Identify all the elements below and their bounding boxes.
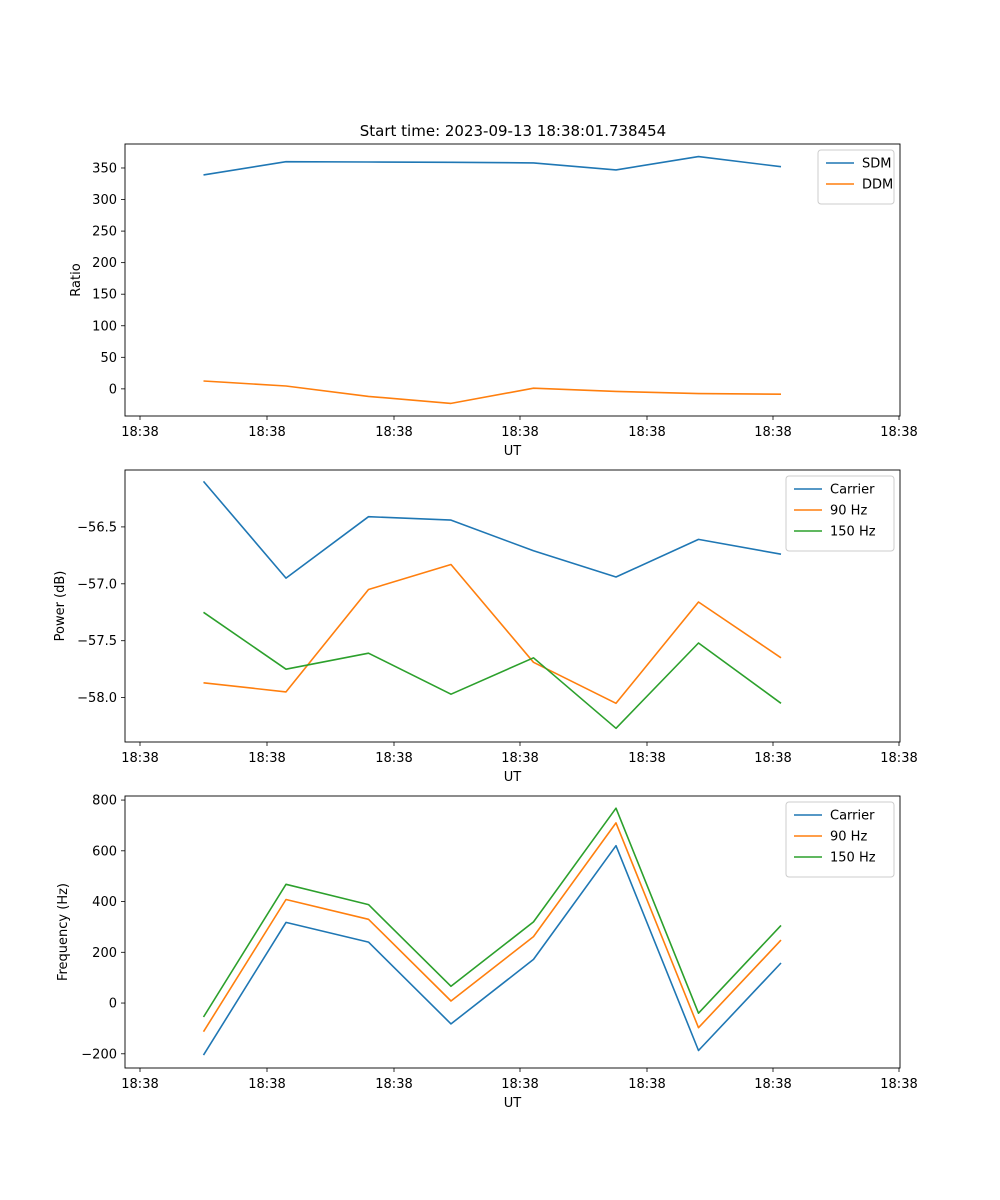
x-axis-label: UT <box>504 770 522 785</box>
x-tick-label: 18:38 <box>880 751 917 766</box>
x-tick-label: 18:38 <box>501 751 538 766</box>
series-line-90-hz <box>202 822 782 1033</box>
series-line-ddm <box>203 380 782 405</box>
series-line-sdm <box>203 155 782 176</box>
x-tick-label: 18:38 <box>754 425 791 440</box>
y-axis-label: Power (dB) <box>53 571 68 642</box>
x-tick-label: 18:38 <box>628 1077 665 1092</box>
x-tick-label: 18:38 <box>501 1077 538 1092</box>
y-tick-label: −57.0 <box>77 577 117 592</box>
x-tick-label: 18:38 <box>880 1077 917 1092</box>
y-tick-label: 400 <box>92 895 117 910</box>
figure-title: Start time: 2023-09-13 18:38:01.738454 <box>360 122 666 140</box>
legend-box <box>785 801 895 878</box>
y-tick-label: −58.0 <box>77 691 117 706</box>
y-tick-label: 0 <box>109 382 117 397</box>
x-tick-label: 18:38 <box>628 751 665 766</box>
y-tick-label: 350 <box>92 161 117 176</box>
y-axis-label: Frequency (Hz) <box>56 883 71 981</box>
x-tick-label: 18:38 <box>880 425 917 440</box>
x-tick-label: 18:38 <box>375 751 412 766</box>
x-tick-label: 18:38 <box>121 1077 158 1092</box>
y-tick-label: 200 <box>92 946 117 961</box>
x-tick-label: 18:38 <box>248 1077 285 1092</box>
legend-label: 90 Hz <box>830 830 867 845</box>
legend: Carrier 90 Hz 150 Hz <box>785 475 895 552</box>
axes-frame <box>124 469 901 743</box>
y-axis-label: Ratio <box>69 263 84 296</box>
y-tick-label: 300 <box>92 193 117 208</box>
legend-label: 150 Hz <box>830 851 876 866</box>
axes-frame <box>124 143 901 417</box>
legend-label: DDM <box>862 178 893 193</box>
power-chart: 18:38 18:38 18:38 18:38 18:38 18:38 18:38 UT −58… <box>53 469 918 785</box>
x-tick-label: 18:38 <box>121 425 158 440</box>
x-tick-label: 18:38 <box>375 1077 412 1092</box>
y-tick-label: 200 <box>92 256 117 271</box>
x-tick-label: 18:38 <box>375 425 412 440</box>
series-line-150-hz <box>202 807 782 1018</box>
x-axis-label: UT <box>504 444 522 459</box>
legend-box <box>785 475 895 552</box>
y-tick-label: −57.5 <box>77 634 117 649</box>
series-line-carrier <box>202 480 782 579</box>
x-tick-label: 18:38 <box>628 425 665 440</box>
y-tick-label: 600 <box>92 844 117 859</box>
legend: SDM DDM <box>817 149 895 205</box>
y-tick-label: 100 <box>92 319 117 334</box>
axes-frame <box>124 795 901 1069</box>
x-tick-label: 18:38 <box>248 751 285 766</box>
y-tick-label: −200 <box>81 1047 117 1062</box>
ratio-chart: 18:38 18:38 18:38 18:38 18:38 18:38 18:38 UT 0 50… <box>69 143 918 459</box>
x-tick-label: 18:38 <box>248 425 285 440</box>
y-tick-label: 800 <box>92 794 117 809</box>
x-tick-label: 18:38 <box>121 751 158 766</box>
y-tick-label: −56.5 <box>77 520 117 535</box>
legend-label: Carrier <box>830 809 875 824</box>
legend-label: Carrier <box>830 483 875 498</box>
legend-label: 90 Hz <box>830 504 867 519</box>
x-tick-label: 18:38 <box>501 425 538 440</box>
series-line-90-hz <box>203 563 782 705</box>
legend-label: SDM <box>862 157 891 172</box>
frequency-chart: 18:38 18:38 18:38 18:38 18:38 18:38 18:38 UT −20… <box>56 794 918 1111</box>
legend-label: 150 Hz <box>830 525 876 540</box>
x-tick-label: 18:38 <box>754 1077 791 1092</box>
series-line-carrier <box>202 844 782 1056</box>
x-axis-label: UT <box>504 1096 522 1111</box>
y-tick-label: 0 <box>109 997 117 1012</box>
x-tick-label: 18:38 <box>754 751 791 766</box>
series-line-150-hz <box>203 611 782 730</box>
legend: Carrier 90 Hz 150 Hz <box>785 801 895 878</box>
y-tick-label: 50 <box>100 351 117 366</box>
y-tick-label: 250 <box>92 225 117 240</box>
y-tick-label: 150 <box>92 288 117 303</box>
